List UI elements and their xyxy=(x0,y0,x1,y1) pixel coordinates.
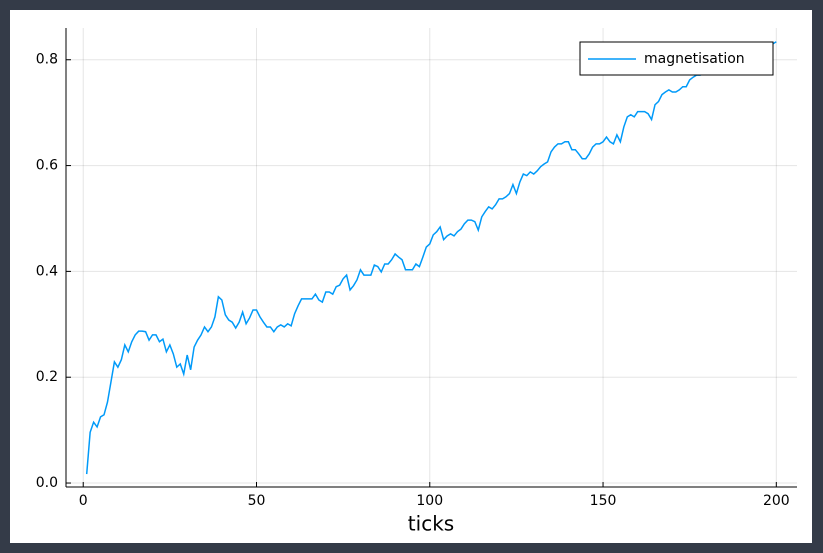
y-tick-label: 0.8 xyxy=(36,52,58,68)
y-tick-label: 0.6 xyxy=(36,158,58,174)
x-tick-label: 150 xyxy=(590,493,617,509)
x-tick-label: 200 xyxy=(763,493,790,509)
x-tick-label: 50 xyxy=(248,493,266,509)
y-tick-label: 0.2 xyxy=(36,369,58,385)
data-line xyxy=(85,41,777,475)
y-tick-label: 0.4 xyxy=(36,263,58,279)
panel xyxy=(10,10,812,543)
x-tick-label: 0 xyxy=(79,493,88,509)
y-tick-label: 0.0 xyxy=(36,475,58,491)
x-axis-label: ticks xyxy=(408,512,454,536)
legend-label: magnetisation xyxy=(644,51,745,67)
x-tick-label: 100 xyxy=(416,493,443,509)
